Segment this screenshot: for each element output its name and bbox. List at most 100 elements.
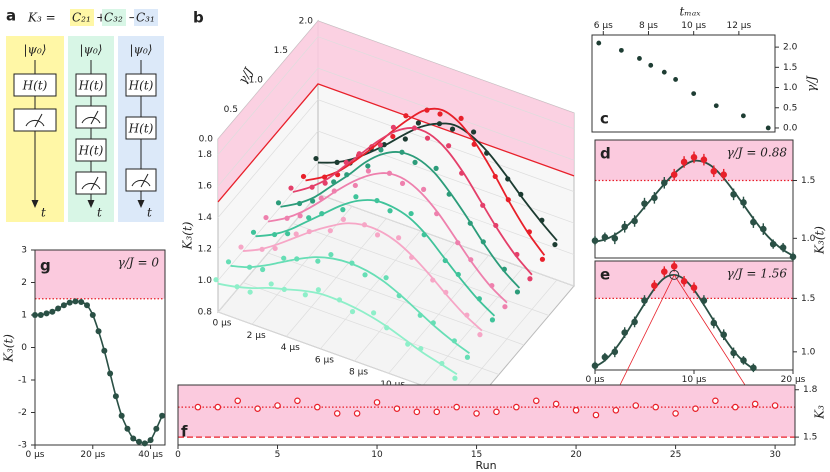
data-point [621,329,629,336]
y-tick-label: 0 [21,343,27,353]
data-point [130,435,137,442]
data-point [641,297,648,304]
data-point [272,245,278,252]
data-point [408,210,414,217]
data-point [310,198,316,204]
state-label: |ψ₀⟩ [80,43,103,57]
meter-arc [131,179,151,187]
x-tick-label: 2 µs [247,331,266,341]
data-point [690,284,698,292]
data-point [271,231,278,238]
data-point [652,403,659,411]
data-point [691,91,697,97]
x-tick-label: 10 [371,450,383,460]
x-tick-label: 20 [570,450,582,460]
y-tick-label: 2.0 [783,43,798,53]
grid-line [292,223,550,316]
y-tick-label: 0.8 [198,308,213,318]
plot-frame [594,260,794,371]
data-point [387,208,393,214]
data-point [611,348,619,356]
term-highlight [70,9,94,26]
data-point [631,318,638,326]
arrow-head [137,200,145,208]
data-point [383,275,389,281]
meter-arc [25,119,45,127]
data-point [374,232,381,238]
data-point [378,147,384,153]
data-point [365,168,371,174]
data-point [601,353,609,361]
data-point [430,320,436,326]
data-point [572,406,580,414]
meter-arc [81,116,101,124]
data-point [632,402,640,409]
output-label: t [147,206,152,220]
data-point [660,179,668,187]
threshold-line [217,83,575,203]
x-tick-label: 8 µs [639,21,658,31]
y-tick-label: 1.0 [198,276,213,286]
plot-frame [177,384,796,446]
data-point [769,240,777,248]
annotation: γ/J = 0 [118,256,160,270]
grid-line [317,193,575,287]
formula-part: + [96,11,106,25]
arrow-head [87,200,95,208]
data-point [331,188,337,194]
data-point [700,156,708,163]
x-tick-label: 15 [471,450,482,460]
data-point [340,207,346,213]
x-tick-label: 40 µs [138,450,163,460]
data-point [455,240,461,246]
zoom-line [619,274,675,386]
data-point [300,173,307,180]
meter-needle [90,110,99,125]
data-point [720,171,728,179]
data-point [421,186,427,192]
panel-letter: c [600,110,609,128]
data-point [449,126,456,132]
data-point [464,354,471,360]
data-point [660,268,668,275]
data-point [285,231,291,237]
data-point [381,142,387,148]
data-point [473,410,480,417]
data-point [84,302,90,309]
data-point [493,222,499,229]
data-point [274,402,281,409]
y-tick-label: 1.0 [801,234,816,244]
y-tick-label: 2 [21,278,27,288]
data-point [713,103,719,109]
data-point [480,202,486,208]
y-tick-label: 1.5 [801,294,815,304]
data-point [439,360,445,367]
data-point [349,308,356,315]
meter-needle [34,113,43,128]
data-point [514,251,520,258]
z-tick-label: 0.5 [224,105,238,115]
x-tick-label: 0 µs [212,319,231,329]
x-tick-label: 8 µs [349,368,368,378]
gate-box [125,116,157,140]
data-point [268,281,274,287]
data-point [352,182,358,189]
y-tick-label: 1.0 [783,83,798,93]
x-tick-label: 20 µs [80,450,105,460]
y-axis-label: γ/J [805,75,819,92]
data-point [505,176,511,182]
formula-part: C₃₁ [136,11,155,25]
data-point [710,167,718,175]
y-tick-label: 1.8 [198,150,213,160]
data-point [731,403,739,411]
data-point [680,278,688,285]
data-point [95,328,102,335]
data-point [32,312,38,318]
data-point [476,296,482,302]
data-point [518,191,524,197]
data-point [340,216,346,222]
data-point [670,263,678,270]
data-point [399,180,406,186]
data-point [502,304,508,310]
